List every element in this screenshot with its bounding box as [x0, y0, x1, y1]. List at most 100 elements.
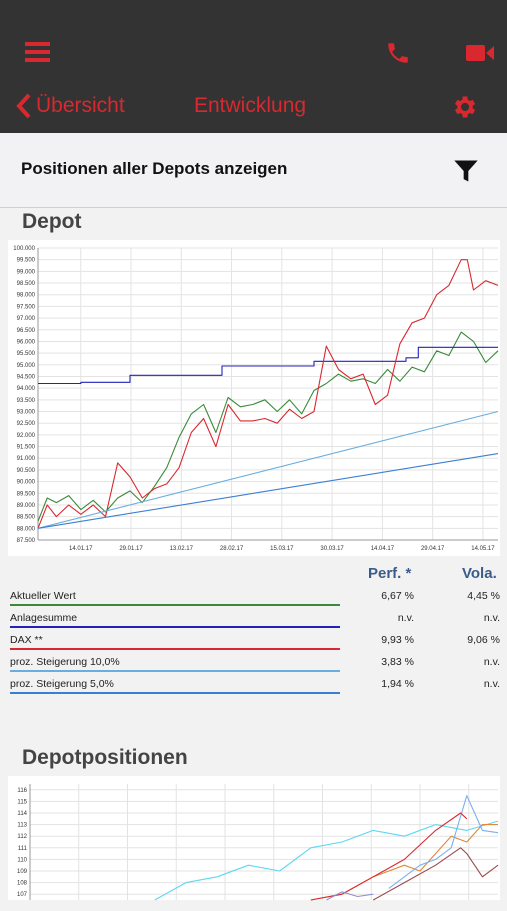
- y-tick-label: 115: [17, 799, 27, 805]
- y-tick-label: 114: [17, 811, 27, 817]
- back-label: Übersicht: [36, 94, 125, 117]
- y-tick-label: 95.000: [17, 363, 36, 369]
- legend-line: [10, 692, 340, 694]
- x-tick-label: 14.01.17: [69, 546, 93, 552]
- legend-line: [10, 626, 340, 628]
- depot-title: Depot: [22, 210, 82, 233]
- positions-line-chart: 107 108 109 110 111 112 113 114 115 116: [17, 784, 499, 901]
- y-tick-label: 98.000: [17, 293, 36, 299]
- legend-perf: 3,83 %: [381, 656, 414, 668]
- top-bar: Übersicht Entwicklung: [0, 0, 507, 133]
- filter-icon[interactable]: [452, 157, 480, 185]
- y-tick-label: 94.000: [17, 386, 36, 392]
- y-tick-label: 108: [17, 881, 28, 887]
- y-tick-label: 113: [17, 823, 27, 829]
- y-tick-label: 90.500: [17, 468, 36, 474]
- series-line-4: [37, 453, 499, 529]
- legend-line: [10, 670, 340, 672]
- positions-chart: 107 108 109 110 111 112 113 114 115 116: [8, 776, 500, 901]
- x-tick-label: 14.04.17: [371, 546, 395, 552]
- x-tick-label: 28.02.17: [220, 546, 244, 552]
- legend-line: [10, 604, 340, 606]
- y-tick-label: 97.000: [17, 316, 36, 322]
- page-title: Entwicklung: [194, 94, 307, 117]
- series-line-3: [372, 847, 499, 901]
- y-tick-label: 99.500: [17, 258, 36, 264]
- legend-line: [10, 648, 340, 650]
- phone-icon[interactable]: [385, 40, 411, 66]
- video-icon[interactable]: [465, 42, 495, 64]
- y-tick-label: 88.500: [17, 515, 36, 521]
- y-tick-label: 91.500: [17, 445, 36, 451]
- y-tick-label: 90.000: [17, 480, 36, 486]
- y-tick-label: 116: [17, 788, 27, 794]
- legend-vola: n.v.: [483, 656, 500, 668]
- x-tick-label: 14.05.17: [471, 546, 495, 552]
- depot-line-chart: 87.500 88.000 88.500 89.000 89.500 90.000 90.5…: [13, 246, 499, 552]
- legend-vola: n.v.: [483, 678, 500, 690]
- legend-label: DAX **: [10, 634, 43, 646]
- y-tick-label: 95.500: [17, 351, 36, 357]
- series-line-0: [154, 820, 499, 901]
- legend-perf: n.v.: [397, 612, 414, 624]
- legend-vola: 4,45 %: [467, 590, 500, 602]
- x-tick-label: 29.01.17: [119, 546, 143, 552]
- y-tick-label: 94.500: [17, 374, 36, 380]
- y-tick-label: 96.000: [17, 339, 36, 345]
- y-tick-label: 111: [18, 846, 28, 852]
- series-line-4: [310, 812, 468, 901]
- y-tick-label: 92.000: [17, 433, 36, 439]
- x-tick-label: 30.03.17: [320, 546, 344, 552]
- legend-perf: 1,94 %: [381, 678, 414, 690]
- series-line-5: [326, 891, 374, 901]
- y-tick-label: 100.000: [13, 246, 35, 252]
- series-line-2: [388, 795, 499, 889]
- positions-title: Depotpositionen: [22, 746, 188, 769]
- vola-column-header: Vola.: [462, 565, 497, 582]
- filter-label: Positionen aller Depots anzeigen: [21, 159, 288, 178]
- y-tick-label: 93.000: [17, 410, 36, 416]
- series-line-0: [37, 331, 499, 522]
- series-line-1: [38, 346, 498, 385]
- legend-label: Anlagesumme: [10, 612, 78, 624]
- legend-row: proz. Steigerung 10,0% 3,83 % n.v.: [10, 653, 500, 675]
- y-tick-label: 97.500: [17, 304, 36, 310]
- legend-row: proz. Steigerung 5,0% 1,94 % n.v.: [10, 675, 500, 697]
- y-tick-label: 89.000: [17, 503, 36, 509]
- y-tick-label: 93.500: [17, 398, 36, 404]
- filter-bar[interactable]: Positionen aller Depots anzeigen: [0, 133, 507, 208]
- y-tick-label: 109: [17, 869, 28, 875]
- chevron-left-icon: [16, 93, 31, 119]
- y-tick-label: 107: [17, 892, 28, 898]
- y-tick-label: 91.000: [17, 456, 36, 462]
- perf-column-header: Perf. *: [368, 565, 412, 582]
- menu-icon[interactable]: [24, 40, 52, 64]
- series-line-2: [37, 259, 499, 529]
- legend-label: Aktueller Wert: [10, 590, 76, 602]
- legend-vola: n.v.: [483, 612, 500, 624]
- depot-chart: 87.500 88.000 88.500 89.000 89.500 90.000 90.5…: [8, 240, 500, 556]
- y-tick-label: 92.500: [17, 421, 36, 427]
- legend-perf: 9,93 %: [381, 634, 414, 646]
- y-tick-label: 110: [17, 857, 27, 863]
- y-tick-label: 98.500: [17, 281, 36, 287]
- y-tick-label: 96.500: [17, 328, 36, 334]
- back-button[interactable]: Übersicht: [14, 90, 125, 122]
- legend-vola: 9,06 %: [467, 634, 500, 646]
- y-tick-label: 89.500: [17, 491, 36, 497]
- legend-perf: 6,67 %: [381, 590, 414, 602]
- legend-row: Anlagesumme n.v. n.v.: [10, 609, 500, 631]
- x-tick-label: 15.03.17: [270, 546, 294, 552]
- x-tick-label: 29.04.17: [421, 546, 445, 552]
- legend-row: Aktueller Wert 6,67 % 4,45 %: [10, 587, 500, 609]
- y-tick-label: 87.500: [17, 538, 36, 544]
- series-line-3: [37, 410, 499, 529]
- y-tick-label: 88.000: [17, 526, 36, 532]
- legend-label: proz. Steigerung 10,0%: [10, 656, 120, 668]
- legend-row: DAX ** 9,93 % 9,06 %: [10, 631, 500, 653]
- gear-icon[interactable]: [450, 93, 478, 121]
- legend-label: proz. Steigerung 5,0%: [10, 678, 114, 690]
- y-tick-label: 112: [17, 834, 27, 840]
- x-tick-label: 13.02.17: [170, 546, 194, 552]
- y-tick-label: 99.000: [17, 269, 36, 275]
